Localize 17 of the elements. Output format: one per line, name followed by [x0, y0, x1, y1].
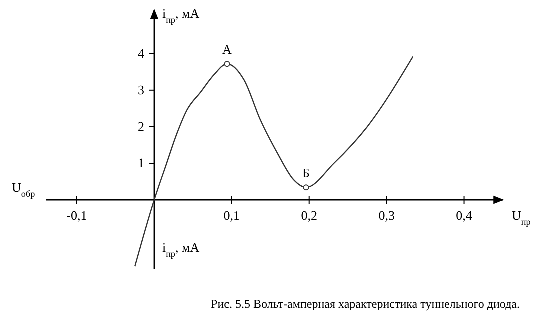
x-tick-label: 0,3	[378, 208, 395, 224]
y-tick-label: 3	[138, 82, 144, 98]
line-series	[134, 56, 414, 268]
x-tick-label: 0,2	[301, 208, 318, 224]
text: Рис. 5.5 Вольт-амперная характеристика туннельного диода.	[211, 297, 520, 311]
y-axis-title: i$_{пр}$, мА	[162, 6, 200, 25]
y-tick-label: 4	[138, 46, 145, 61]
annotation: А	[222, 42, 233, 58]
x-axis-title: U$_{пр}$	[512, 208, 532, 228]
x-tick-label: 0,4	[456, 208, 473, 224]
y-tick-label: 1	[138, 156, 144, 171]
text: U$_{обр}$	[12, 180, 36, 200]
annotation: Б	[302, 166, 310, 181]
y-tick-label: 2	[138, 118, 144, 134]
x-tick-label: 0,1	[224, 208, 240, 224]
annotation: i$_{пр}$, мА	[162, 240, 200, 259]
x-tick-label: -0,1	[66, 208, 88, 224]
